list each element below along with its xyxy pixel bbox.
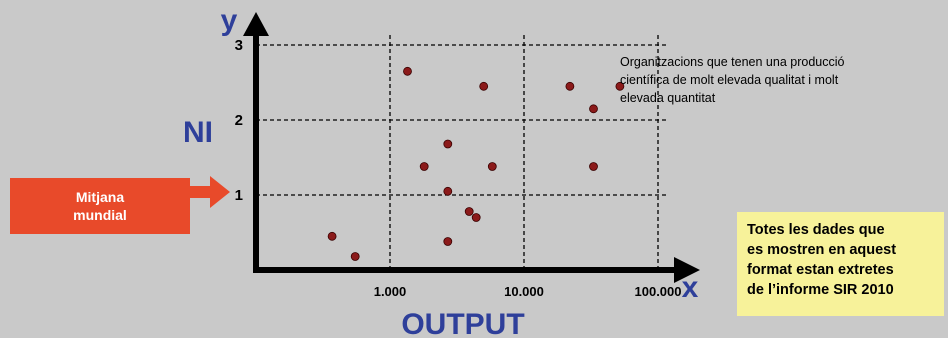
annotation: Organitzacions que tenen una producció c…	[620, 55, 845, 105]
grid-lines	[256, 32, 668, 270]
world-average-callout: Mitjana mundial	[10, 178, 190, 234]
data-point-3	[403, 66, 412, 76]
data-point-14	[589, 162, 598, 171]
annotation-line-1: Organitzacions que tenen una producció	[620, 55, 845, 69]
data-point-4	[419, 162, 429, 171]
tick-labels: 1 2 3 1.000 10.000 100.000	[235, 37, 682, 299]
source-line-4: de l’informe SIR 2010	[747, 282, 894, 298]
data-point-9	[471, 213, 481, 222]
data-point-12	[565, 81, 575, 91]
x-axis-title: OUTPUT	[401, 308, 524, 338]
y-tick-label-1: 1	[235, 187, 243, 204]
x-axis-letter: x	[682, 271, 699, 304]
data-point-11	[487, 162, 497, 171]
y-tick-label-2: 2	[235, 112, 243, 129]
x-tick-label-2: 10.000	[504, 284, 544, 299]
data-point-1	[327, 231, 337, 241]
source-line-2: es mostren en aquest	[747, 242, 897, 258]
data-point-15	[615, 81, 625, 91]
data-point-5	[443, 139, 453, 149]
y-axis-title: NI	[183, 116, 213, 149]
data-point-6	[443, 186, 453, 196]
x-tick-label-1: 1.000	[374, 284, 407, 299]
data-point-7	[443, 237, 453, 246]
data-points	[327, 66, 625, 261]
y-axis-arrow-icon	[243, 12, 269, 36]
callout-line-1: Mitjana	[75, 189, 125, 205]
source-note: Totes les dades que es mostren en aquest…	[737, 212, 944, 316]
data-point-2	[350, 252, 360, 261]
source-line-3: format estan extretes	[747, 262, 894, 278]
data-point-13	[589, 104, 598, 114]
x-tick-label-3: 100.000	[635, 284, 682, 299]
source-line-1: Totes les dades que	[747, 222, 885, 238]
annotation-line-3: elevada quantitat	[620, 91, 716, 105]
data-point-10	[479, 81, 489, 91]
y-axis-letter: y	[221, 4, 238, 37]
callout-line-2: mundial	[73, 207, 127, 223]
x-axis-arrow-icon	[674, 257, 700, 283]
data-point-8	[464, 207, 474, 216]
y-tick-label-3: 3	[235, 37, 243, 54]
annotation-line-2: científica de molt elevada qualitat i mo…	[620, 73, 839, 87]
axes	[243, 12, 700, 283]
callout-arrow-icon	[190, 176, 230, 208]
